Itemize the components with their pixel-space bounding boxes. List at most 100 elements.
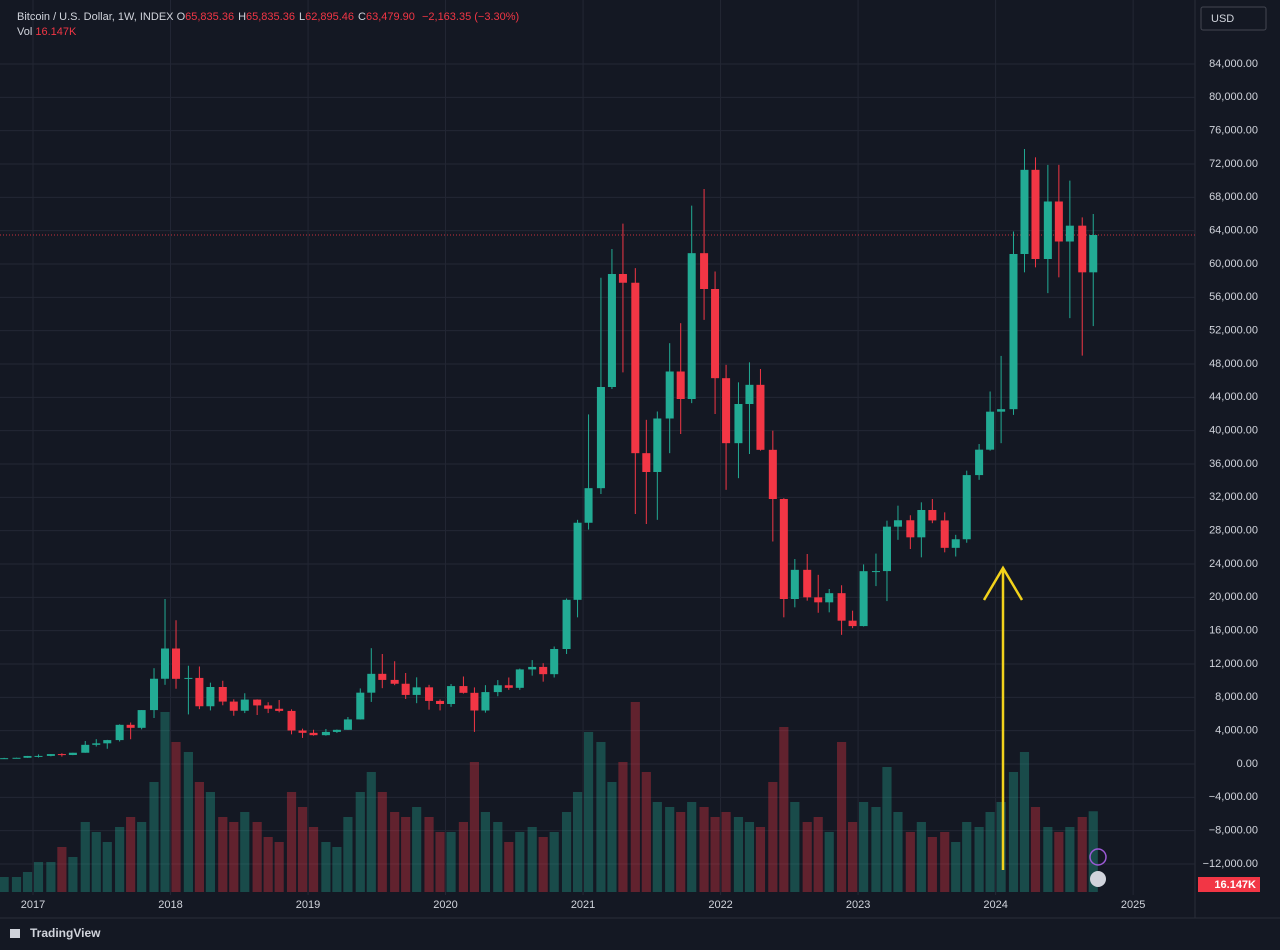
currency-label[interactable]: USD: [1211, 13, 1234, 25]
volume-bar: [332, 847, 342, 892]
volume-bar: [0, 877, 9, 892]
candle-body: [321, 731, 330, 736]
volume-bar: [160, 712, 170, 892]
candle-body: [825, 593, 834, 603]
volume-bar: [790, 802, 800, 892]
candle-body: [653, 418, 662, 472]
y-tick-label: 56,000.00: [1209, 291, 1258, 303]
candle-body: [287, 710, 296, 731]
volume-bar: [435, 832, 445, 892]
y-tick-label: 12,000.00: [1209, 658, 1258, 670]
volume-bar: [102, 842, 112, 892]
candle-body: [779, 499, 788, 599]
candle-body: [986, 411, 995, 450]
candle-body: [206, 687, 215, 707]
candle-body: [103, 740, 112, 744]
volume-bar: [355, 792, 365, 892]
volume-bar: [1054, 832, 1064, 892]
ohlc-values: O65,835.36 H65,835.36 L62,895.46 C63,479.90: [177, 11, 419, 23]
candle-body: [814, 597, 823, 603]
y-tick-label: 28,000.00: [1209, 525, 1258, 537]
candle-body: [848, 620, 857, 627]
volume-bar: [469, 762, 480, 892]
volume-bar: [940, 832, 950, 892]
candle-body: [493, 685, 502, 693]
volume-value: 16.147K: [35, 26, 77, 38]
candle-body: [137, 710, 146, 728]
candle-body: [436, 700, 445, 704]
volume-bar: [618, 762, 628, 892]
candle-body: [803, 569, 812, 598]
y-tick-label: 68,000.00: [1209, 191, 1258, 203]
candle-body: [367, 673, 376, 693]
volume-bar: [377, 792, 387, 892]
candle-body: [1054, 201, 1063, 242]
y-tick-label: 32,000.00: [1209, 491, 1258, 503]
volume-bar: [412, 807, 422, 892]
ohlc-key: H: [238, 11, 247, 23]
volume-bar: [561, 812, 572, 892]
x-tick-label: 2020: [433, 899, 457, 911]
volume-bar: [985, 812, 995, 892]
candle-body: [46, 754, 55, 756]
alert-icon[interactable]: [1089, 848, 1107, 866]
volume-tag-label: 16.147K: [1214, 879, 1256, 891]
volume-bar: [297, 807, 308, 892]
volume-bar: [171, 742, 181, 892]
candle-body: [722, 378, 731, 444]
candle-body: [618, 274, 627, 283]
y-tick-label: 24,000.00: [1209, 558, 1258, 570]
candle-body: [425, 687, 434, 701]
volume-bar: [504, 842, 514, 892]
volume-bar: [80, 822, 90, 892]
volume-bar: [424, 817, 434, 892]
volume-bar: [343, 817, 353, 892]
volume-bar: [733, 817, 744, 892]
volume-bar: [390, 812, 400, 892]
volume-bar: [218, 817, 228, 892]
volume-bar: [607, 782, 617, 892]
y-tick-label: −4,000.00: [1209, 791, 1258, 803]
candle-body: [687, 253, 696, 399]
candle-body: [184, 677, 193, 679]
candle-body: [962, 475, 971, 540]
y-tick-label: 44,000.00: [1209, 391, 1258, 403]
candle-body: [859, 571, 868, 627]
volume-bar: [572, 792, 583, 892]
volume-bar: [1065, 827, 1075, 892]
candle-body: [161, 648, 170, 679]
candle-body: [195, 677, 204, 707]
x-tick-label: 2019: [296, 899, 320, 911]
logo-mark: [10, 929, 20, 938]
x-tick-label: 2017: [21, 899, 45, 911]
volume-bar: [1030, 807, 1041, 892]
y-tick-label: 76,000.00: [1209, 125, 1258, 137]
candle-body: [412, 687, 421, 695]
x-tick-label: 2021: [571, 899, 595, 911]
volume-bar: [882, 767, 892, 892]
candle-body: [975, 449, 984, 476]
candle-body: [906, 520, 915, 538]
ohlc-key: C: [358, 11, 366, 23]
volume-key: Vol: [17, 26, 33, 38]
candle-body: [539, 666, 548, 675]
events-icon[interactable]: [1090, 871, 1106, 887]
ohlc-value: 65,835.36: [185, 11, 235, 23]
candle-body: [275, 708, 284, 711]
annotation-arrow: [982, 565, 1024, 870]
currency-button[interactable]: [1200, 6, 1267, 31]
x-tick-label: 2022: [708, 899, 732, 911]
candle-body: [253, 699, 262, 706]
candle-body: [756, 384, 765, 450]
volume-bar: [68, 857, 78, 892]
volume-bar: [893, 812, 903, 892]
x-tick-label: 2023: [846, 899, 870, 911]
volume-bar: [137, 822, 147, 892]
volume-bar: [824, 832, 834, 892]
volume-bar: [115, 827, 125, 892]
candle-body: [1078, 225, 1087, 273]
candle-body: [309, 732, 318, 736]
volume-bar: [871, 807, 881, 892]
candle-body: [447, 686, 456, 704]
candle-body: [1043, 201, 1052, 259]
